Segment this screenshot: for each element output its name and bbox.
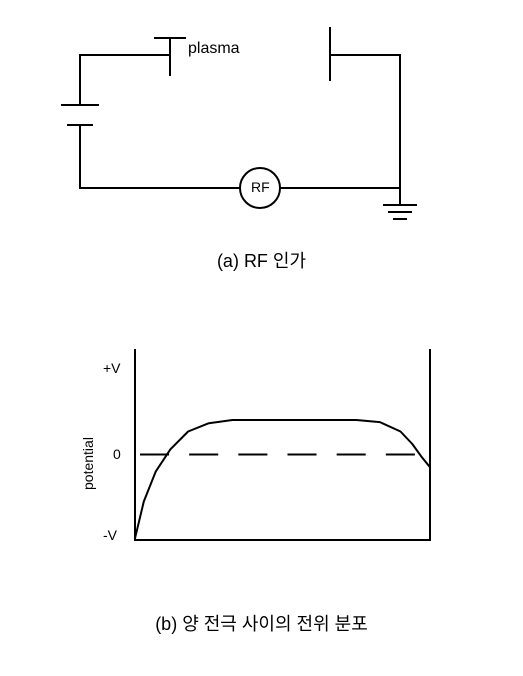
caption-b: (b) 양 전극 사이의 전위 분포: [0, 610, 523, 636]
caption-a: (a) RF 인가: [0, 247, 523, 273]
plasma-label: plasma: [188, 40, 240, 58]
rf-label: RF: [251, 179, 270, 195]
tick-plus-v: +V: [103, 360, 121, 376]
circuit-diagram: plasma RF: [40, 20, 420, 220]
tick-zero: 0: [113, 446, 121, 462]
y-axis-label: potential: [80, 437, 96, 490]
potential-chart: potential +V 0 -V: [60, 320, 460, 580]
circuit-svg: [40, 20, 440, 230]
potential-svg: [60, 320, 460, 560]
tick-minus-v: -V: [103, 527, 117, 543]
